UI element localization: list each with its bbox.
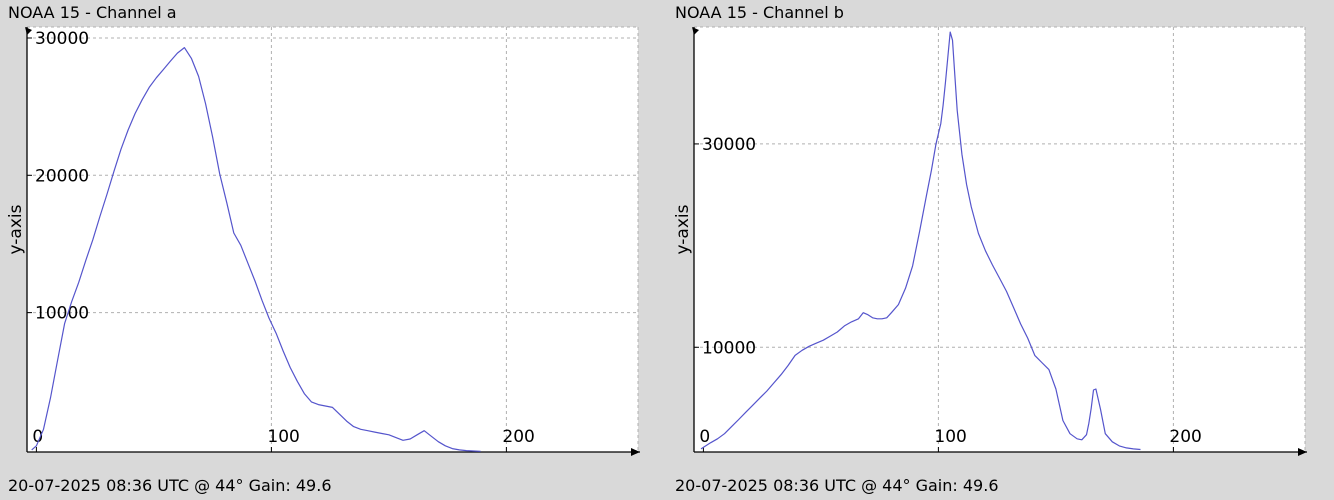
x-tick-label: 200 bbox=[502, 427, 534, 447]
chart-panel-channel-a: NOAA 15 - Channel a 0 100 200 10000 20000 300… bbox=[6, 3, 640, 495]
chart-title: NOAA 15 - Channel b bbox=[675, 3, 844, 22]
series-line bbox=[700, 31, 1141, 451]
chart-footer-status: 20-07-2025 08:36 UTC @ 44° Gain: 49.6 bbox=[8, 476, 332, 495]
chart-plot-channel-b: 0 100 200 10000 30000 y-axis bbox=[673, 26, 1307, 456]
chart-title: NOAA 15 - Channel a bbox=[8, 3, 177, 22]
x-tick-label: 200 bbox=[1169, 427, 1201, 447]
x-axis-arrow bbox=[1298, 448, 1307, 456]
y-axis-label: y-axis bbox=[6, 204, 26, 254]
y-axis-arrow bbox=[25, 27, 32, 35]
plot-area bbox=[694, 27, 1305, 452]
y-tick-label: 10000 bbox=[35, 304, 89, 324]
y-tick-label: 20000 bbox=[35, 166, 89, 186]
x-tick-label: 100 bbox=[934, 427, 966, 447]
chart-plot-channel-a: 0 100 200 10000 20000 30000 y-axis bbox=[6, 26, 640, 456]
y-axis-arrow bbox=[692, 27, 699, 35]
x-tick-label: 0 bbox=[699, 427, 710, 447]
series-line bbox=[31, 46, 481, 452]
y-tick-label: 30000 bbox=[702, 135, 756, 155]
y-tick-label: 30000 bbox=[35, 29, 89, 49]
plot-area bbox=[27, 27, 638, 452]
x-tick-label: 0 bbox=[32, 427, 43, 447]
x-tick-label: 100 bbox=[267, 427, 299, 447]
y-tick-label: 10000 bbox=[702, 338, 756, 358]
chart-panel-channel-b: NOAA 15 - Channel b 0 100 200 10000 30000 y-a… bbox=[667, 0, 1334, 500]
chart-footer-status: 20-07-2025 08:36 UTC @ 44° Gain: 49.6 bbox=[675, 476, 999, 495]
y-axis-label: y-axis bbox=[673, 204, 693, 254]
x-axis-arrow bbox=[631, 448, 640, 456]
